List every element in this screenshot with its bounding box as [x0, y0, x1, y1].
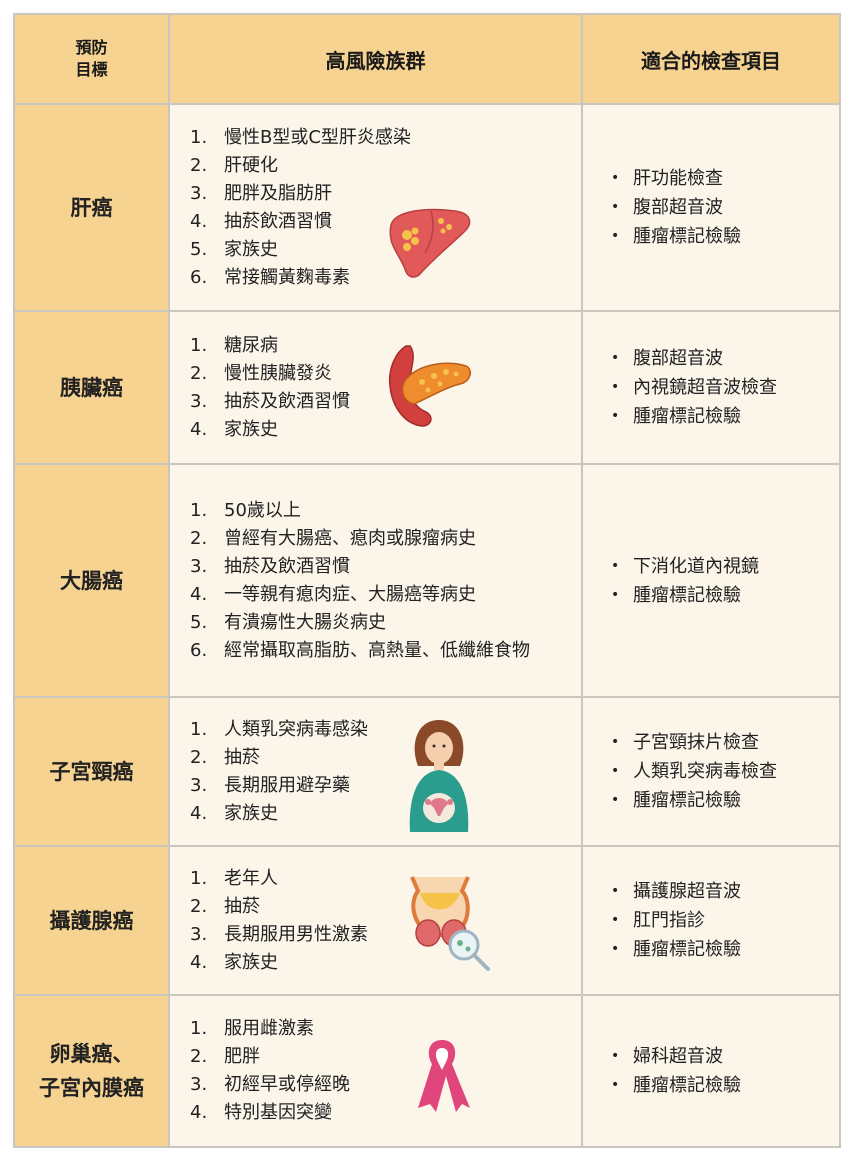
list-item: 下消化道內視鏡: [611, 552, 839, 581]
list-item: 1. 服用雌激素: [190, 1018, 314, 1039]
exam-cell: 攝護腺超音波 肛門指診 腫瘤標記檢驗: [581, 845, 841, 996]
list-item: 腫瘤標記檢驗: [611, 1071, 839, 1100]
exam-list: 肝功能檢查 腹部超音波 腫瘤標記檢驗: [583, 164, 839, 251]
list-item: 6. 經常攝取高脂肪、高熱量、低纖維食物: [190, 639, 530, 661]
table-row: 攝護腺癌 1. 老年人 2. 抽菸 3. 長期服用男性激素 4. 家族史: [13, 845, 841, 996]
header-row: 預防 目標 高風險族群 適合的檢查項目: [13, 13, 841, 105]
risk-list: 1. 老年人 2. 抽菸 3. 長期服用男性激素 4. 家族史: [170, 865, 368, 977]
list-item: 3. 抽菸及飲酒習慣: [190, 555, 350, 577]
exam-list: 腹部超音波 內視鏡超音波檢查 腫瘤標記檢驗: [583, 344, 839, 431]
list-item: 5. 有潰瘍性大腸炎病史: [190, 611, 386, 633]
list-item: 腫瘤標記檢驗: [611, 935, 839, 964]
table-row: 卵巢癌、 子宮內膜癌 1. 服用雌激素 2. 肥胖 3. 初經早或停經晚 4. 特別基因…: [13, 994, 841, 1148]
list-item: 4. 家族史: [190, 418, 278, 440]
exam-list: 子宮頸抹片檢查 人類乳突病毒檢查 腫瘤標記檢驗: [583, 728, 839, 815]
exam-list: 婦科超音波 腫瘤標記檢驗: [583, 1042, 839, 1100]
list-item: 4. 家族史: [190, 951, 278, 973]
list-item: 婦科超音波: [611, 1042, 839, 1071]
list-item: 1. 人類乳突病毒感染: [190, 718, 368, 740]
header-suitable-exams: 適合的檢查項目: [581, 13, 841, 105]
list-item: 3. 肥胖及脂肪肝: [190, 182, 332, 204]
list-item: 內視鏡超音波檢查: [611, 373, 839, 402]
list-item: 2. 曾經有大腸癌、瘜肉或腺瘤病史: [190, 527, 476, 549]
exam-cell: 子宮頸抹片檢查 人類乳突病毒檢查 腫瘤標記檢驗: [581, 696, 841, 847]
list-item: 腫瘤標記檢驗: [611, 786, 839, 815]
pink-ribbon-icon: [418, 1040, 470, 1112]
table-row: 胰臟癌 1. 糖尿病 2. 慢性胰臟發炎 3. 抽菸及飲酒習慣 4. 家族史: [13, 310, 841, 465]
list-item: 3. 抽菸及飲酒習慣: [190, 390, 350, 412]
risk-list: 1. 慢性B型或C型肝炎感染 2. 肝硬化 3. 肥胖及脂肪肝 4. 抽菸飲酒習慣 5.…: [170, 124, 411, 292]
list-item: 腫瘤標記檢驗: [611, 222, 839, 251]
woman-uterus-icon: [409, 720, 469, 832]
risk-cell: 1. 慢性B型或C型肝炎感染 2. 肝硬化 3. 肥胖及脂肪肝 4. 抽菸飲酒習慣 5.…: [168, 103, 583, 312]
list-item: 1. 糖尿病: [190, 334, 278, 356]
list-item: 攝護腺超音波: [611, 877, 839, 906]
table-row: 大腸癌 1. 50歲以上 2. 曾經有大腸癌、瘜肉或腺瘤病史 3. 抽菸及飲酒習慣 4…: [13, 463, 841, 698]
list-item: 肝功能檢查: [611, 164, 839, 193]
list-item: 2. 肝硬化: [190, 154, 278, 176]
list-item: 子宮頸抹片檢查: [611, 728, 839, 757]
risk-list: 1. 人類乳突病毒感染 2. 抽菸 3. 長期服用避孕藥 4. 家族史: [170, 716, 368, 828]
prevention-target: 子宮頸癌: [13, 696, 170, 847]
list-item: 3. 長期服用避孕藥: [190, 774, 350, 796]
list-item: 4. 一等親有瘜肉症、大腸癌等病史: [190, 583, 476, 605]
header-high-risk-group: 高風險族群: [168, 13, 583, 105]
list-item: 1. 慢性B型或C型肝炎感染: [190, 126, 411, 148]
prevention-target: 攝護腺癌: [13, 845, 170, 996]
liver-icon: [389, 208, 471, 278]
prevention-target: 胰臟癌: [13, 310, 170, 465]
list-item: 2. 慢性胰臟發炎: [190, 362, 332, 384]
list-item: 腫瘤標記檢驗: [611, 402, 839, 431]
list-item: 腹部超音波: [611, 344, 839, 373]
header-prevention-target: 預防 目標: [13, 13, 170, 105]
list-item: 6. 常接觸黃麴毒素: [190, 266, 350, 288]
list-item: 2. 肥胖: [190, 1046, 260, 1067]
list-item: 4. 抽菸飲酒習慣: [190, 210, 332, 232]
list-item: 4. 家族史: [190, 802, 278, 824]
list-item: 3. 初經早或停經晚: [190, 1074, 350, 1095]
list-item: 腫瘤標記檢驗: [611, 581, 839, 610]
list-item: 5. 家族史: [190, 238, 278, 260]
risk-cell: 1. 老年人 2. 抽菸 3. 長期服用男性激素 4. 家族史: [168, 845, 583, 996]
prevention-target: 肝癌: [13, 103, 170, 312]
cancer-screening-table: 預防 目標 高風險族群 適合的檢查項目 肝癌 1. 慢性B型或C型肝炎感染 2. 肝…: [13, 13, 841, 1148]
list-item: 4. 特別基因突變: [190, 1102, 332, 1123]
risk-cell: 1. 50歲以上 2. 曾經有大腸癌、瘜肉或腺瘤病史 3. 抽菸及飲酒習慣 4. 一等親…: [168, 463, 583, 698]
list-item: 2. 抽菸: [190, 746, 260, 768]
exam-list: 下消化道內視鏡 腫瘤標記檢驗: [583, 552, 839, 610]
list-item: 1. 50歲以上: [190, 499, 301, 521]
exam-cell: 下消化道內視鏡 腫瘤標記檢驗: [581, 463, 841, 698]
risk-cell: 1. 糖尿病 2. 慢性胰臟發炎 3. 抽菸及飲酒習慣 4. 家族史: [168, 310, 583, 465]
list-item: 2. 抽菸: [190, 895, 260, 917]
list-item: 1. 老年人: [190, 867, 278, 889]
risk-list: 1. 服用雌激素 2. 肥胖 3. 初經早或停經晚 4. 特別基因突變: [170, 1015, 350, 1127]
risk-cell: 1. 人類乳突病毒感染 2. 抽菸 3. 長期服用避孕藥 4. 家族史: [168, 696, 583, 847]
prevention-target: 卵巢癌、 子宮內膜癌: [13, 994, 170, 1148]
table-row: 子宮頸癌 1. 人類乳突病毒感染 2. 抽菸 3. 長期服用避孕藥 4. 家族史: [13, 696, 841, 847]
exam-cell: 肝功能檢查 腹部超音波 腫瘤標記檢驗: [581, 103, 841, 312]
list-item: 肛門指診: [611, 906, 839, 935]
risk-list: 1. 糖尿病 2. 慢性胰臟發炎 3. 抽菸及飲酒習慣 4. 家族史: [170, 332, 350, 444]
list-item: 腹部超音波: [611, 193, 839, 222]
exam-list: 攝護腺超音波 肛門指診 腫瘤標記檢驗: [583, 877, 839, 964]
prostate-icon: [410, 876, 490, 971]
exam-cell: 腹部超音波 內視鏡超音波檢查 腫瘤標記檢驗: [581, 310, 841, 465]
header-prevention-target-label: 預防 目標: [75, 38, 108, 79]
pancreas-icon: [388, 345, 471, 427]
risk-cell: 1. 服用雌激素 2. 肥胖 3. 初經早或停經晚 4. 特別基因突變: [168, 994, 583, 1148]
list-item: 人類乳突病毒檢查: [611, 757, 839, 786]
table-row: 肝癌 1. 慢性B型或C型肝炎感染 2. 肝硬化 3. 肥胖及脂肪肝 4. 抽菸飲酒習慣…: [13, 103, 841, 312]
risk-list: 1. 50歲以上 2. 曾經有大腸癌、瘜肉或腺瘤病史 3. 抽菸及飲酒習慣 4. 一等親…: [170, 497, 530, 665]
list-item: 3. 長期服用男性激素: [190, 923, 368, 945]
exam-cell: 婦科超音波 腫瘤標記檢驗: [581, 994, 841, 1148]
prevention-target: 大腸癌: [13, 463, 170, 698]
